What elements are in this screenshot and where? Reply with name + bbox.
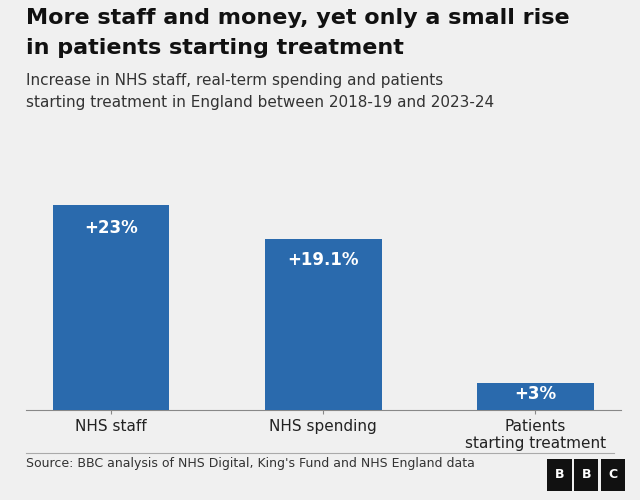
Text: Increase in NHS staff, real-term spending and patients: Increase in NHS staff, real-term spendin… xyxy=(26,72,443,88)
Text: starting treatment in England between 2018-19 and 2023-24: starting treatment in England between 20… xyxy=(26,95,493,110)
Text: in patients starting treatment: in patients starting treatment xyxy=(26,38,403,58)
Text: C: C xyxy=(609,468,618,481)
Bar xyxy=(52,204,170,410)
Text: B: B xyxy=(582,468,591,481)
Text: B: B xyxy=(555,468,564,481)
Text: +3%: +3% xyxy=(515,385,556,403)
Bar xyxy=(265,240,381,410)
Text: More staff and money, yet only a small rise: More staff and money, yet only a small r… xyxy=(26,8,569,28)
Text: +23%: +23% xyxy=(84,219,138,237)
Bar xyxy=(477,383,594,410)
Text: +19.1%: +19.1% xyxy=(287,252,359,270)
Text: Source: BBC analysis of NHS Digital, King's Fund and NHS England data: Source: BBC analysis of NHS Digital, Kin… xyxy=(26,456,474,469)
